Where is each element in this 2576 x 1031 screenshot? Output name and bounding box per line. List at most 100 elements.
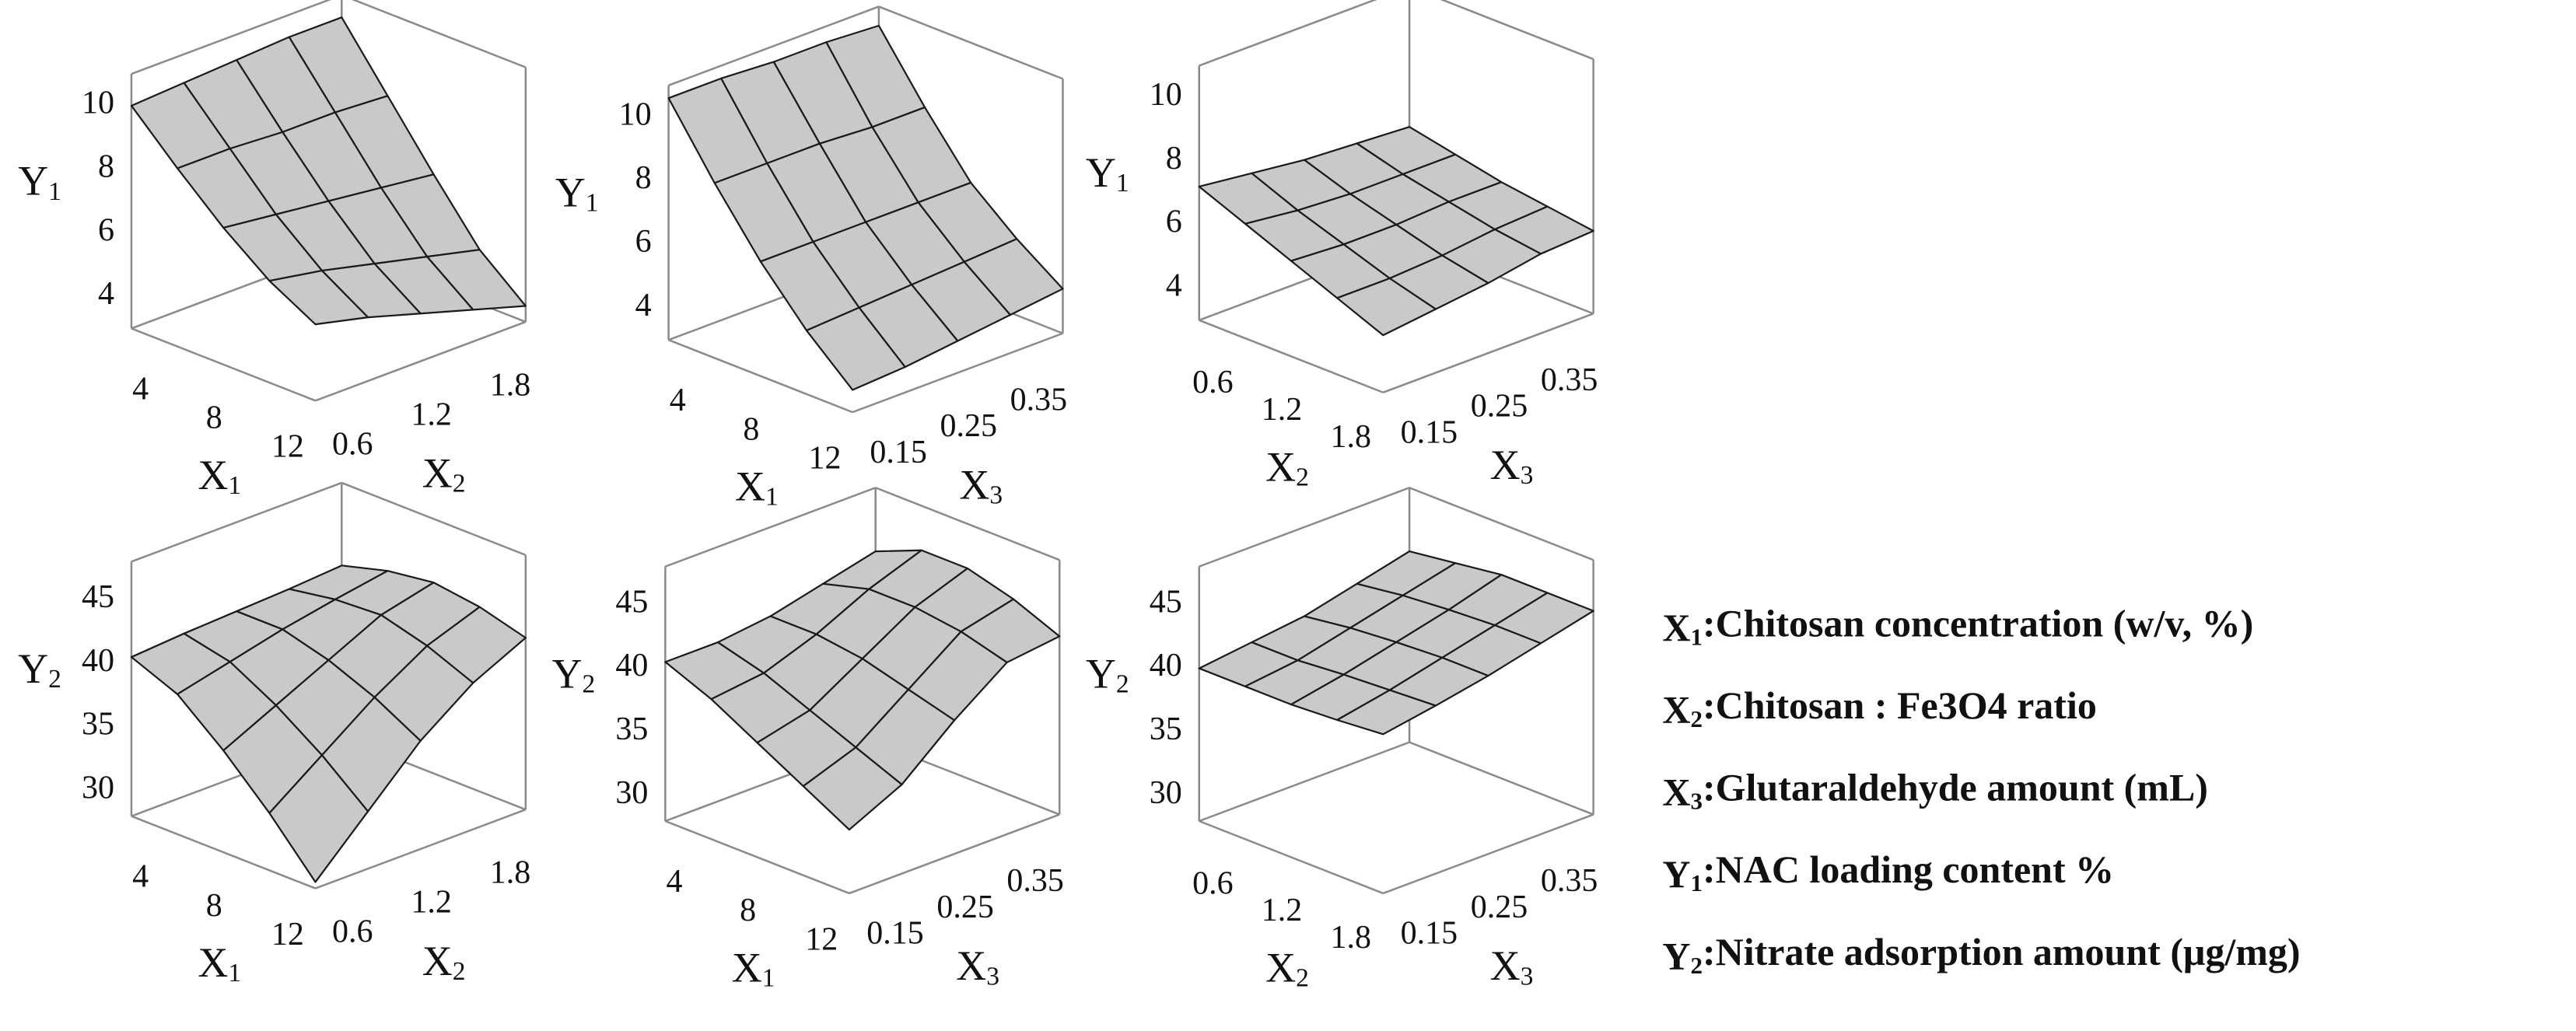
surface-patch [1336, 277, 1437, 337]
x-tick-label: 4 [670, 383, 686, 418]
z-tick-label: 45 [615, 584, 648, 620]
x-tick-label: 8 [206, 888, 222, 924]
y-tick-label: 0.25 [1471, 889, 1528, 925]
y-tick-label: 1.2 [411, 885, 452, 921]
z-tick-label: 30 [1150, 775, 1182, 811]
box-edge [315, 809, 527, 889]
y-axis-label: X3 [1490, 442, 1534, 489]
box-edge [315, 320, 527, 402]
y-tick-label: 0.15 [870, 435, 927, 470]
x-axis-label: X1 [735, 463, 779, 511]
x-tick-label: 4 [132, 371, 149, 407]
box-edge [1409, 487, 1594, 561]
z-tick-label: 10 [82, 86, 114, 121]
x-axis-label: X1 [732, 945, 775, 992]
box-edge [131, 481, 342, 563]
z-axis-label: Y2 [551, 651, 595, 698]
box-edge [1440, 0, 1594, 61]
z-tick-label: 45 [1150, 584, 1182, 620]
x-tick-label: 8 [740, 893, 756, 928]
z-axis-label: Y1 [1086, 150, 1129, 197]
x-tick-label: 4 [667, 864, 683, 900]
z-axis-label: Y2 [18, 645, 61, 693]
z-tick-label: 10 [619, 96, 652, 132]
legend-note: Y2:Nitrate adsorption amount (μg/mg) [1662, 930, 2300, 979]
x-tick-label: 1.2 [1262, 893, 1303, 928]
x-tick-label: 1.8 [1330, 419, 1371, 455]
box-edge [341, 481, 527, 557]
z-tick-label: 35 [1150, 711, 1182, 747]
y-axis-label: X3 [1490, 943, 1534, 991]
box-edge [878, 5, 1063, 80]
box-edge [668, 5, 880, 86]
y-tick-label: 0.6 [332, 426, 373, 462]
x-axis-label: X1 [198, 452, 241, 499]
box-edge [664, 487, 877, 568]
z-tick-label: 30 [82, 771, 114, 806]
surface-patch [1336, 689, 1437, 736]
surface-patch [268, 754, 369, 883]
box-edge [131, 0, 331, 75]
y-tick-label: 0.35 [1006, 863, 1064, 899]
z-tick-label: 35 [82, 707, 114, 743]
legend-note: Y1:NAC loading content % [1662, 848, 2114, 897]
x-tick-label: 12 [271, 917, 304, 952]
box-edge [1382, 813, 1594, 895]
box-edge [852, 332, 1063, 414]
x-axis-label: X2 [1265, 444, 1309, 491]
x-axis-label: X2 [1265, 945, 1309, 992]
x-tick-label: 12 [808, 440, 841, 476]
box-edge [352, 0, 527, 68]
z-tick-label: 8 [1166, 141, 1182, 176]
x-tick-label: 0.6 [1192, 865, 1234, 901]
legend-note: X1:Chitosan concentration (w/v, %) [1662, 602, 2253, 651]
x-tick-label: 0.6 [1192, 365, 1234, 400]
box-edge [1199, 741, 1410, 823]
box-edge [1199, 0, 1377, 67]
legend-note: X3:Glutaraldehyde amount (mL) [1662, 766, 2208, 815]
box-edge [664, 820, 850, 895]
z-tick-label: 40 [82, 643, 114, 679]
box-edge [875, 487, 1060, 561]
x-axis-label: X1 [198, 940, 241, 987]
y-tick-label: 0.35 [1541, 863, 1598, 899]
y-tick-label: 1.8 [490, 855, 531, 891]
box-edge [1382, 313, 1594, 393]
y-tick-label: 0.25 [1471, 389, 1528, 425]
y-tick-label: 0.15 [866, 916, 924, 952]
z-tick-label: 8 [98, 149, 114, 184]
x-tick-label: 1.2 [1262, 392, 1303, 428]
z-axis-label: Y1 [18, 158, 61, 205]
y-tick-label: 0.25 [936, 889, 994, 925]
y-tick-label: 0.15 [1401, 916, 1458, 952]
surface-patch [805, 306, 906, 391]
z-tick-label: 6 [98, 212, 114, 248]
y-axis-label: X3 [959, 462, 1003, 509]
surface-patch [268, 269, 369, 326]
z-tick-label: 4 [98, 276, 114, 312]
z-tick-label: 30 [615, 775, 648, 811]
box-edge [1199, 487, 1410, 568]
x-tick-label: 8 [743, 411, 759, 447]
x-tick-label: 1.8 [1330, 920, 1371, 956]
surface-patch [802, 746, 903, 831]
z-axis-label: Y1 [555, 170, 599, 217]
x-tick-label: 12 [271, 429, 304, 465]
x-tick-label: 8 [206, 400, 222, 436]
x-tick-label: 4 [132, 859, 149, 895]
z-tick-label: 6 [635, 224, 652, 260]
box-edge [849, 813, 1060, 895]
box-edge [131, 815, 316, 889]
y-tick-label: 0.35 [1541, 362, 1598, 398]
z-tick-label: 40 [1150, 648, 1182, 683]
z-tick-label: 40 [615, 648, 648, 683]
y-tick-label: 1.2 [411, 397, 452, 432]
z-tick-label: 4 [635, 288, 652, 323]
box-edge [668, 339, 853, 414]
y-tick-label: 0.35 [1010, 382, 1068, 418]
z-tick-label: 35 [615, 711, 648, 747]
box-edge [1199, 319, 1384, 393]
z-axis-label: Y2 [1086, 651, 1129, 698]
y-axis-label: X3 [956, 943, 999, 991]
